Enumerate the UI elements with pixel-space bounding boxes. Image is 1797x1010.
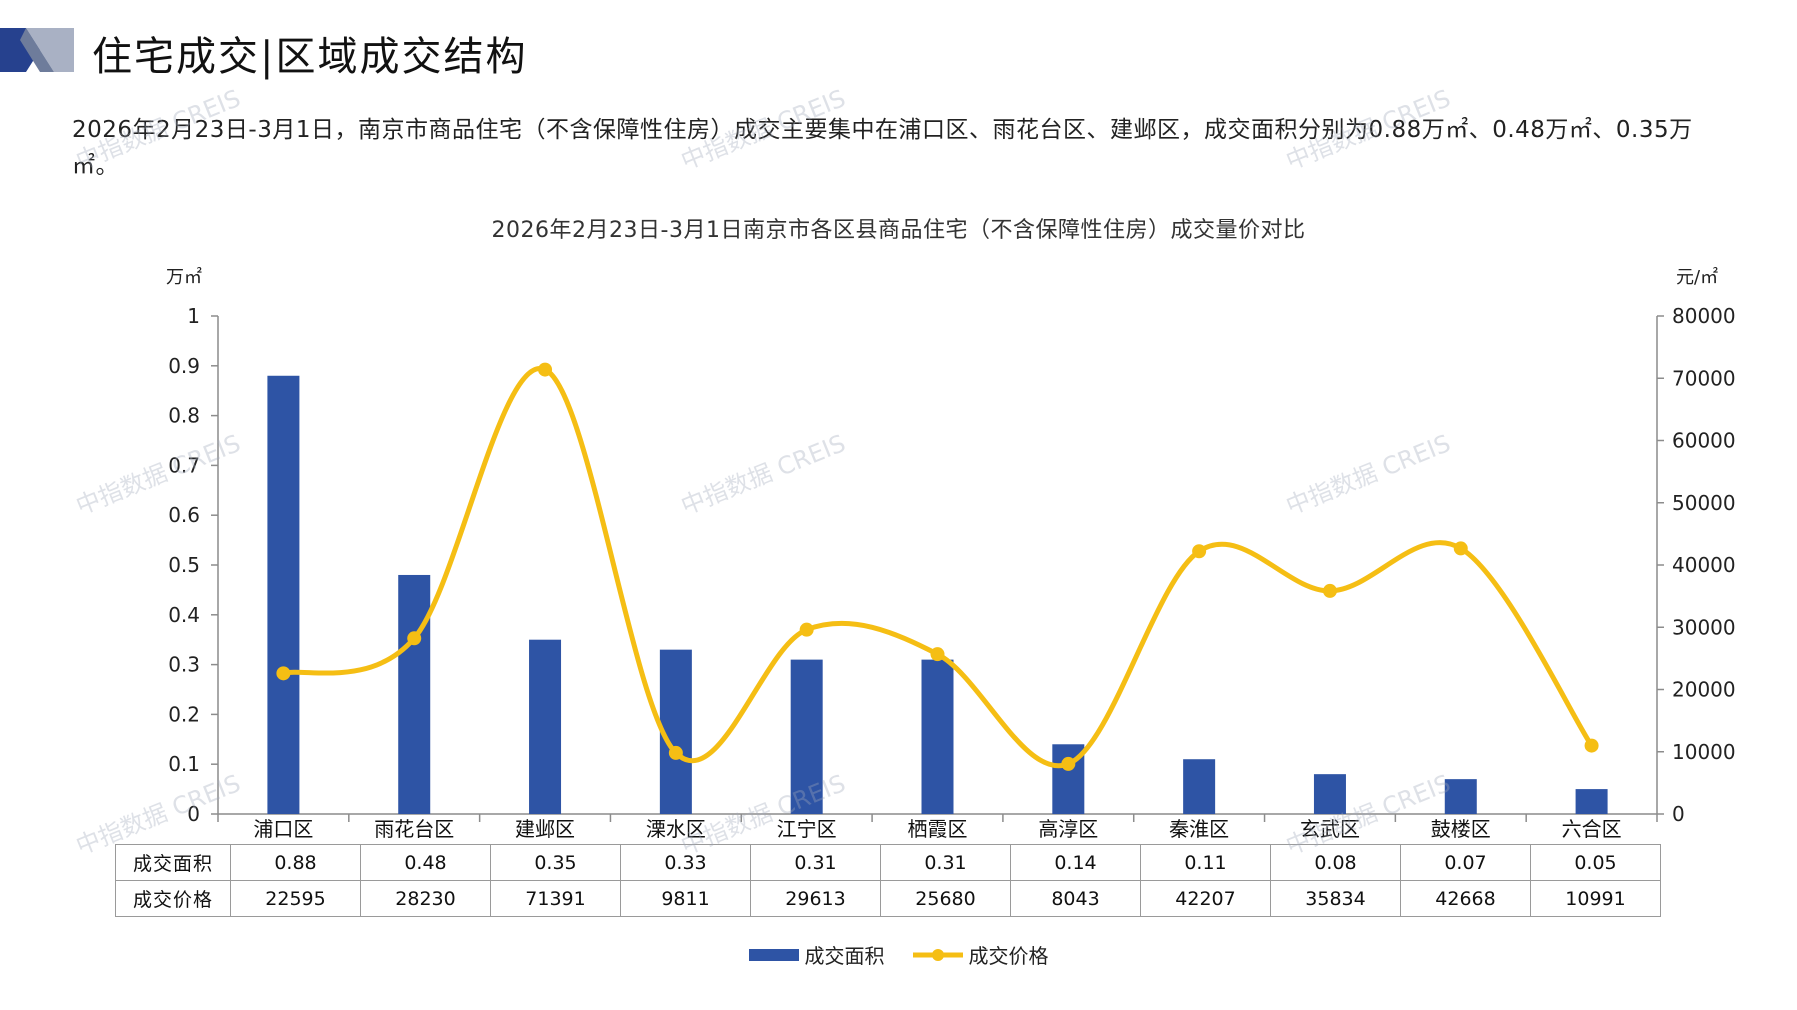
table-cell: 0.35: [490, 844, 621, 881]
y-left-tick-label: 0.9: [168, 354, 200, 378]
bar: [1313, 774, 1346, 814]
table-cell: 9811: [620, 880, 751, 917]
table-row-label: 成交价格: [115, 880, 231, 917]
y-left-tick-label: 0.4: [168, 603, 200, 627]
y-right-tick-label: 70000: [1672, 366, 1736, 390]
y-left-tick-label: 0.2: [168, 702, 200, 726]
table-cell: 0.08: [1270, 844, 1401, 881]
y-left-tick-label: 0.3: [168, 653, 200, 677]
x-tick-label: 玄武区: [1300, 817, 1360, 841]
legend-item-bar: 成交面积: [748, 940, 885, 969]
y-left-unit: 万㎡: [166, 266, 202, 288]
y-right-unit: 元/㎡: [1676, 266, 1718, 288]
table-cell: 0.14: [1010, 844, 1141, 881]
price-point: [1061, 756, 1076, 771]
y-right-tick-label: 30000: [1672, 615, 1736, 639]
table-cell: 0.33: [620, 844, 751, 881]
bar: [1183, 759, 1216, 814]
price-point: [1322, 583, 1337, 598]
page-title: 住宅成交|区域成交结构: [92, 34, 528, 80]
table-cell: 0.88: [230, 844, 361, 881]
bar: [267, 375, 300, 814]
y-left-tick-label: 1: [187, 304, 200, 328]
price-point: [799, 622, 814, 637]
logo-icon: [0, 28, 74, 72]
price-point: [1584, 738, 1599, 753]
price-point: [407, 631, 422, 646]
table-row: 成交面积 0.88 0.48 0.35 0.33 0.31 0.31 0.14 0.11 0.08…: [115, 844, 1661, 881]
table-cell: 0.31: [750, 844, 881, 881]
y-left-tick-label: 0.8: [168, 404, 200, 428]
y-right-tick-label: 50000: [1672, 491, 1736, 515]
y-left-tick-label: 0.1: [168, 752, 200, 776]
legend-line-swatch: [912, 948, 963, 961]
x-tick-label: 秦淮区: [1169, 817, 1229, 841]
table-cell: 22595: [230, 880, 361, 917]
price-point: [930, 647, 945, 662]
legend-bar-swatch: [748, 948, 799, 961]
price-point: [1453, 541, 1468, 556]
legend-line-label: 成交价格: [968, 944, 1049, 968]
table-cell: 29613: [750, 880, 881, 917]
bar: [529, 639, 562, 814]
y-right-tick-label: 20000: [1672, 678, 1736, 702]
data-table: 成交面积 0.88 0.48 0.35 0.33 0.31 0.31 0.14 0.11 0.08…: [115, 844, 1661, 917]
price-point: [668, 745, 683, 760]
y-left-tick-label: 0.7: [168, 453, 200, 477]
bar: [790, 659, 823, 814]
table-cell: 0.05: [1530, 844, 1661, 881]
table-cell: 35834: [1270, 880, 1401, 917]
table-cell: 0.31: [880, 844, 1011, 881]
price-line: [282, 366, 1594, 769]
y-right-tick-label: 0: [1672, 802, 1685, 826]
table-row: 成交价格 22595 28230 71391 9811 29613 25680 8043 422…: [115, 880, 1661, 917]
x-tick-label: 江宁区: [777, 817, 837, 841]
x-tick-label: 六合区: [1562, 817, 1622, 841]
legend-bar-label: 成交面积: [804, 944, 885, 968]
y-right-tick-label: 40000: [1672, 553, 1736, 577]
price-point: [1192, 544, 1207, 559]
bar: [1444, 779, 1477, 814]
x-tick-label: 高淳区: [1038, 817, 1098, 841]
y-right-tick-label: 60000: [1672, 429, 1736, 453]
price-point: [276, 666, 291, 681]
table-cell: 0.48: [360, 844, 491, 881]
y-left-tick-label: 0.6: [168, 503, 200, 527]
table-cell: 42207: [1140, 880, 1271, 917]
table-cell: 0.07: [1400, 844, 1531, 881]
x-tick-label: 建邺区: [515, 817, 575, 841]
table-cell: 10991: [1530, 880, 1661, 917]
legend-item-line: 成交价格: [912, 940, 1049, 969]
table-cell: 25680: [880, 880, 1011, 917]
y-right-tick-label: 80000: [1672, 304, 1736, 328]
x-tick-label: 雨花台区: [374, 817, 454, 841]
x-tick-label: 浦口区: [253, 817, 313, 841]
price-point: [538, 362, 553, 377]
x-tick-label: 栖霞区: [908, 817, 968, 841]
chart-legend: 成交面积 成交价格: [0, 940, 1797, 969]
table-cell: 28230: [360, 880, 491, 917]
table-cell: 42668: [1400, 880, 1531, 917]
bar: [1575, 789, 1608, 814]
summary-text: 2026年2月23日-3月1日，南京市商品住宅（不含保障性住房）成交主要集中在浦…: [72, 117, 1693, 179]
y-left-tick-label: 0.5: [168, 553, 200, 577]
table-cell: 71391: [490, 880, 621, 917]
table-cell: 0.11: [1140, 844, 1271, 881]
table-row-label: 成交面积: [115, 844, 231, 881]
y-right-tick-label: 10000: [1672, 740, 1736, 764]
bar: [398, 574, 431, 814]
y-left-tick-label: 0: [187, 802, 200, 826]
bar: [921, 659, 954, 814]
x-tick-label: 鼓楼区: [1431, 817, 1491, 841]
table-cell: 8043: [1010, 880, 1141, 917]
x-tick-label: 溧水区: [646, 817, 706, 841]
page-header: 住宅成交|区域成交结构: [0, 24, 1797, 80]
chart-title: 2026年2月23日-3月1日南京市各区县商品住宅（不含保障性住房）成交量价对比: [491, 218, 1306, 243]
